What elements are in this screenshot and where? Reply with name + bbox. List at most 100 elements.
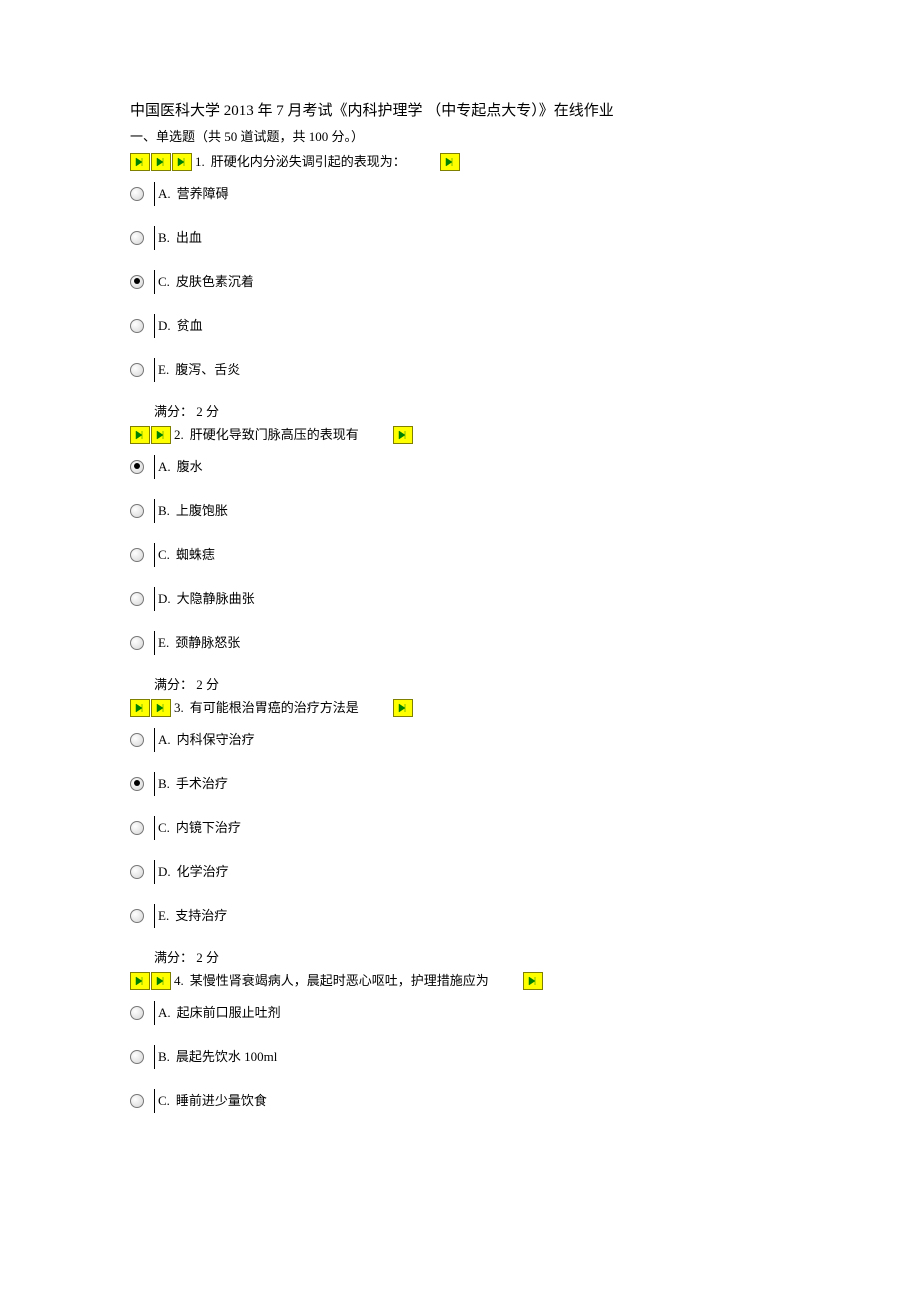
divider bbox=[154, 860, 155, 884]
option-text: 颈静脉怒张 bbox=[175, 633, 240, 653]
arrow-icon bbox=[130, 972, 150, 990]
arrow-icon bbox=[172, 153, 192, 171]
radio-button[interactable] bbox=[130, 909, 144, 923]
divider bbox=[154, 904, 155, 928]
option-letter: D. bbox=[158, 316, 171, 336]
option-text: 上腹饱胀 bbox=[176, 501, 228, 521]
question-number: 1. bbox=[195, 152, 205, 172]
arrow-icon bbox=[130, 153, 150, 171]
arrow-icon bbox=[130, 699, 150, 717]
divider bbox=[154, 1045, 155, 1069]
divider bbox=[154, 587, 155, 611]
option-text: 化学治疗 bbox=[177, 862, 229, 882]
option-text: 腹水 bbox=[177, 457, 203, 477]
option-letter: A. bbox=[158, 730, 171, 750]
option-row[interactable]: A.营养障碍 bbox=[130, 182, 790, 206]
arrow-icon bbox=[393, 699, 413, 717]
option-row[interactable]: E. 腹泻、舌炎 bbox=[130, 358, 790, 382]
radio-button[interactable] bbox=[130, 865, 144, 879]
radio-button[interactable] bbox=[130, 275, 144, 289]
option-row[interactable]: C. 内镜下治疗 bbox=[130, 816, 790, 840]
divider bbox=[154, 772, 155, 796]
option-text: 大隐静脉曲张 bbox=[177, 589, 255, 609]
option-text: 内科保守治疗 bbox=[177, 730, 255, 750]
score-text: 满分： 2 分 bbox=[154, 675, 790, 695]
divider bbox=[154, 1089, 155, 1113]
question-text: 肝硬化导致门脉高压的表现有 bbox=[190, 425, 359, 445]
option-row[interactable]: B.晨起先饮水 100ml bbox=[130, 1045, 790, 1069]
option-row[interactable]: C.蜘蛛痣 bbox=[130, 543, 790, 567]
arrow-icon bbox=[151, 426, 171, 444]
divider bbox=[154, 631, 155, 655]
option-row[interactable]: C. 睡前进少量饮食 bbox=[130, 1089, 790, 1113]
question-number: 2. bbox=[174, 425, 184, 445]
radio-button[interactable] bbox=[130, 777, 144, 791]
divider bbox=[154, 314, 155, 338]
option-text: 腹泻、舌炎 bbox=[175, 360, 240, 380]
option-letter: B. bbox=[158, 228, 170, 248]
option-letter: C. bbox=[158, 272, 170, 292]
radio-button[interactable] bbox=[130, 319, 144, 333]
radio-button[interactable] bbox=[130, 1050, 144, 1064]
option-row[interactable]: C.皮肤色素沉着 bbox=[130, 270, 790, 294]
option-letter: C. bbox=[158, 818, 170, 838]
option-row[interactable]: B.出血 bbox=[130, 226, 790, 250]
arrow-icon bbox=[523, 972, 543, 990]
divider bbox=[154, 270, 155, 294]
option-text: 睡前进少量饮食 bbox=[176, 1091, 267, 1111]
arrow-icon bbox=[151, 699, 171, 717]
radio-button[interactable] bbox=[130, 187, 144, 201]
option-row[interactable]: D. 化学治疗 bbox=[130, 860, 790, 884]
option-letter: D. bbox=[158, 589, 171, 609]
option-row[interactable]: B.手术治疗 bbox=[130, 772, 790, 796]
divider bbox=[154, 182, 155, 206]
option-row[interactable]: E. 颈静脉怒张 bbox=[130, 631, 790, 655]
radio-button[interactable] bbox=[130, 231, 144, 245]
option-letter: A. bbox=[158, 457, 171, 477]
option-row[interactable]: A.起床前口服止吐剂 bbox=[130, 1001, 790, 1025]
option-text: 起床前口服止吐剂 bbox=[177, 1003, 281, 1023]
page-title: 中国医科大学 2013 年 7 月考试《内科护理学 （中专起点大专）》在线作业 bbox=[130, 100, 790, 123]
radio-button[interactable] bbox=[130, 548, 144, 562]
arrow-icon bbox=[393, 426, 413, 444]
arrow-icon bbox=[151, 972, 171, 990]
radio-button[interactable] bbox=[130, 1094, 144, 1108]
divider bbox=[154, 455, 155, 479]
radio-button[interactable] bbox=[130, 733, 144, 747]
option-letter: E. bbox=[158, 906, 169, 926]
page-subtitle: 一、单选题（共 50 道试题，共 100 分。） bbox=[130, 127, 790, 147]
radio-button[interactable] bbox=[130, 821, 144, 835]
option-text: 营养障碍 bbox=[177, 184, 229, 204]
radio-button[interactable] bbox=[130, 592, 144, 606]
question-text: 有可能根治胃癌的治疗方法是 bbox=[190, 698, 359, 718]
arrow-icon bbox=[440, 153, 460, 171]
option-row[interactable]: A. 内科保守治疗 bbox=[130, 728, 790, 752]
option-letter: E. bbox=[158, 360, 169, 380]
radio-button[interactable] bbox=[130, 363, 144, 377]
option-text: 支持治疗 bbox=[175, 906, 227, 926]
score-text: 满分： 2 分 bbox=[154, 948, 790, 968]
radio-button[interactable] bbox=[130, 460, 144, 474]
divider bbox=[154, 1001, 155, 1025]
question-number: 3. bbox=[174, 698, 184, 718]
divider bbox=[154, 499, 155, 523]
option-row[interactable]: D.贫血 bbox=[130, 314, 790, 338]
radio-button[interactable] bbox=[130, 1006, 144, 1020]
option-letter: D. bbox=[158, 862, 171, 882]
radio-button[interactable] bbox=[130, 504, 144, 518]
option-letter: B. bbox=[158, 1047, 170, 1067]
option-letter: C. bbox=[158, 1091, 170, 1111]
option-letter: C. bbox=[158, 545, 170, 565]
option-letter: E. bbox=[158, 633, 169, 653]
option-text: 内镜下治疗 bbox=[176, 818, 241, 838]
option-row[interactable]: A. 腹水 bbox=[130, 455, 790, 479]
option-row[interactable]: B. 上腹饱胀 bbox=[130, 499, 790, 523]
question-text: 某慢性肾衰竭病人，晨起时恶心呕吐，护理措施应为 bbox=[190, 971, 489, 991]
divider bbox=[154, 226, 155, 250]
option-letter: B. bbox=[158, 774, 170, 794]
radio-button[interactable] bbox=[130, 636, 144, 650]
option-row[interactable]: E. 支持治疗 bbox=[130, 904, 790, 928]
divider bbox=[154, 358, 155, 382]
option-letter: B. bbox=[158, 501, 170, 521]
option-row[interactable]: D. 大隐静脉曲张 bbox=[130, 587, 790, 611]
